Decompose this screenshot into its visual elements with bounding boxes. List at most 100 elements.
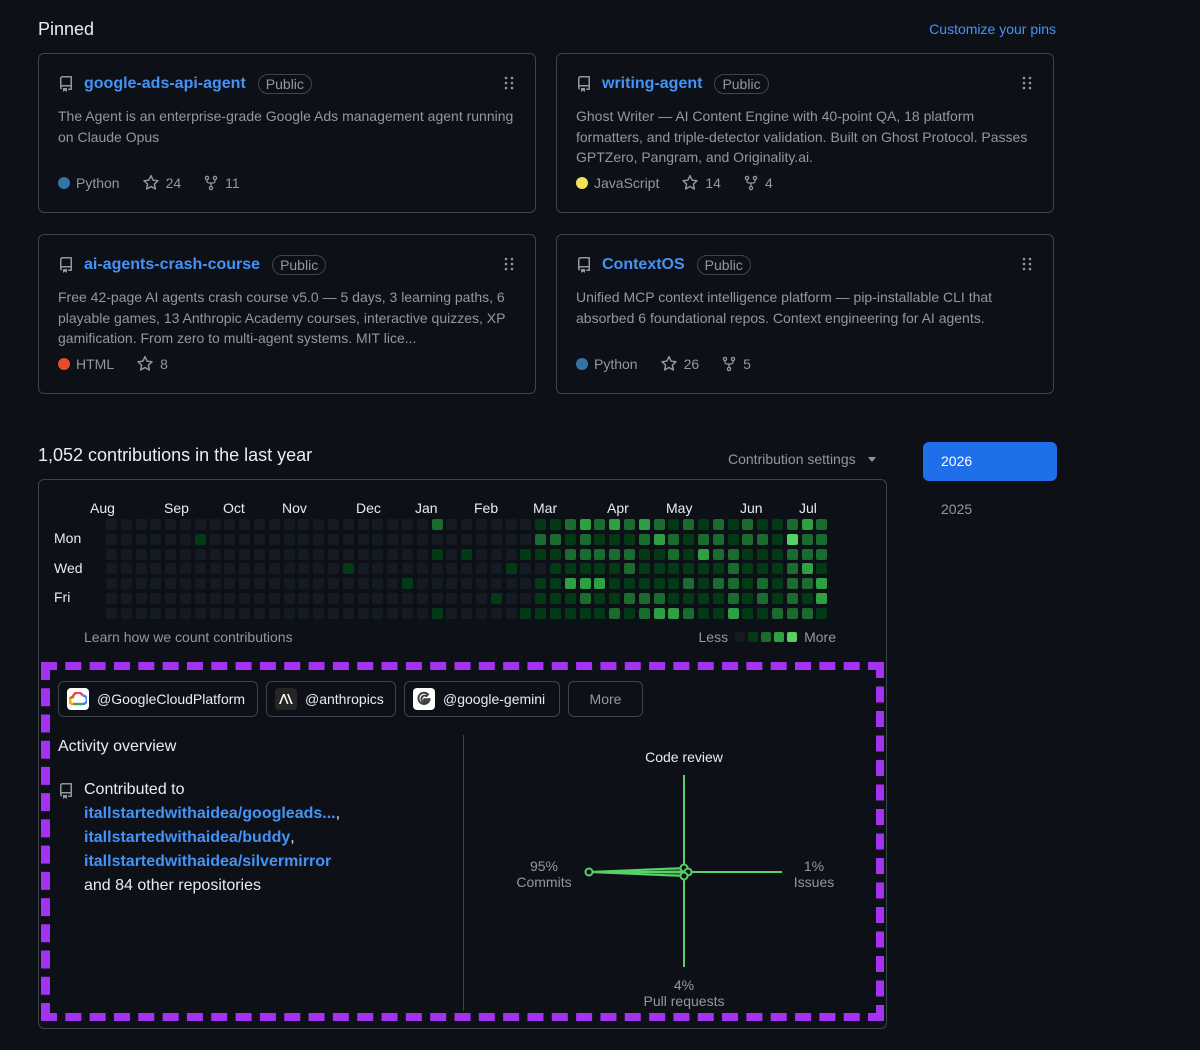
contribution-day-cell[interactable] [579,563,591,575]
contribution-day-cell[interactable] [683,593,695,604]
contribution-day-cell[interactable] [446,548,458,560]
contribution-day-cell[interactable] [387,519,399,530]
drag-handle-icon[interactable] [503,76,515,90]
contribution-day-cell[interactable] [328,578,339,590]
contribution-day-cell[interactable] [624,563,635,575]
contribution-day-cell[interactable] [653,533,665,545]
contribution-day-cell[interactable] [550,593,561,604]
contribution-day-cell[interactable] [476,533,487,545]
contribution-day-cell[interactable] [402,548,413,560]
contribution-day-cell[interactable] [416,563,428,575]
contribution-day-cell[interactable] [816,548,828,560]
contribution-day-cell[interactable] [342,563,354,575]
contribution-day-cell[interactable] [328,593,339,604]
contribution-day-cell[interactable] [239,533,251,545]
contribution-day-cell[interactable] [609,563,621,575]
org-filter-anthropics[interactable]: @anthropics [266,681,396,717]
drag-handle-icon[interactable] [503,257,515,271]
contribution-day-cell[interactable] [180,578,191,590]
contribution-day-cell[interactable] [120,533,132,545]
drag-handle-icon[interactable] [1021,76,1033,90]
contribution-day-cell[interactable] [490,607,502,619]
contribution-day-cell[interactable] [757,533,769,545]
contribution-day-cell[interactable] [624,607,635,619]
contribution-day-cell[interactable] [653,578,665,590]
contribution-day-cell[interactable] [816,563,828,575]
contribution-day-cell[interactable] [135,578,147,590]
contribution-day-cell[interactable] [698,563,709,575]
contributed-repo-link[interactable]: itallstartedwithaidea/silvermirror [84,853,332,870]
contribution-day-cell[interactable] [372,578,384,590]
contribution-day-cell[interactable] [535,593,547,604]
contribution-day-cell[interactable] [283,519,295,530]
contribution-day-cell[interactable] [505,593,517,604]
year-button-2025[interactable]: 2025 [941,501,973,517]
contribution-day-cell[interactable] [180,548,191,560]
contribution-day-cell[interactable] [668,548,680,560]
contribution-day-cell[interactable] [668,578,680,590]
contribution-day-cell[interactable] [268,593,280,604]
contribution-day-cell[interactable] [490,548,502,560]
contribution-day-cell[interactable] [106,607,117,619]
contribution-day-cell[interactable] [742,578,754,590]
contribution-day-cell[interactable] [283,607,295,619]
contribution-day-cell[interactable] [564,533,576,545]
contribution-day-cell[interactable] [550,607,561,619]
contribution-day-cell[interactable] [135,607,147,619]
contribution-day-cell[interactable] [239,563,251,575]
contribution-day-cell[interactable] [180,593,191,604]
contribution-day-cell[interactable] [357,533,369,545]
contribution-day-cell[interactable] [328,563,339,575]
contribution-day-cell[interactable] [416,607,428,619]
forks-link[interactable]: 5 [721,355,751,373]
contribution-day-cell[interactable] [402,519,413,530]
contribution-day-cell[interactable] [298,593,310,604]
contribution-day-cell[interactable] [402,533,413,545]
contribution-day-cell[interactable] [120,548,132,560]
contribution-day-cell[interactable] [402,563,413,575]
contribution-day-cell[interactable] [283,548,295,560]
contribution-day-cell[interactable] [520,593,532,604]
contribution-day-cell[interactable] [283,563,295,575]
forks-link[interactable]: 4 [743,174,773,192]
contribution-day-cell[interactable] [313,519,325,530]
contribution-day-cell[interactable] [387,548,399,560]
contribution-day-cell[interactable] [476,519,487,530]
stars-link[interactable]: 24 [142,174,181,192]
contribution-day-cell[interactable] [135,519,147,530]
contribution-day-cell[interactable] [594,519,606,530]
contribution-day-cell[interactable] [683,548,695,560]
drag-handle-icon[interactable] [1021,257,1033,271]
contribution-day-cell[interactable] [594,578,606,590]
contribution-day-cell[interactable] [476,593,487,604]
contribution-day-cell[interactable] [194,578,206,590]
contribution-day-cell[interactable] [609,593,621,604]
contribution-day-cell[interactable] [254,578,265,590]
contribution-day-cell[interactable] [772,563,783,575]
contribution-day-cell[interactable] [772,578,783,590]
contribution-day-cell[interactable] [668,519,680,530]
org-filter-google-gemini[interactable]: @google-gemini [404,681,560,717]
contribution-day-cell[interactable] [490,533,502,545]
contribution-day-cell[interactable] [698,593,709,604]
contribution-day-cell[interactable] [106,533,117,545]
contribution-day-cell[interactable] [106,593,117,604]
contribution-day-cell[interactable] [520,563,532,575]
contribution-day-cell[interactable] [772,607,783,619]
contribution-day-cell[interactable] [698,548,709,560]
contribution-day-cell[interactable] [194,593,206,604]
contribution-day-cell[interactable] [431,578,443,590]
contribution-day-cell[interactable] [165,548,177,560]
contribution-day-cell[interactable] [416,519,428,530]
contributed-repo-link[interactable]: itallstartedwithaidea/buddy [84,829,291,846]
contribution-day-cell[interactable] [239,548,251,560]
contribution-day-cell[interactable] [638,578,650,590]
contribution-day-cell[interactable] [357,607,369,619]
contribution-day-cell[interactable] [594,563,606,575]
contribution-day-cell[interactable] [786,548,798,560]
contribution-day-cell[interactable] [254,519,265,530]
contribution-day-cell[interactable] [431,563,443,575]
contribution-day-cell[interactable] [653,519,665,530]
contribution-day-cell[interactable] [387,578,399,590]
contribution-day-cell[interactable] [490,578,502,590]
